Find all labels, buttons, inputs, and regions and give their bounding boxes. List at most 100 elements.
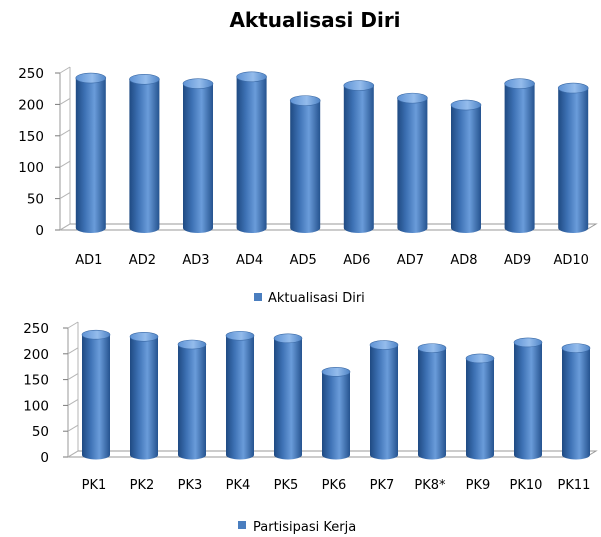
bar-cap	[369, 340, 399, 350]
x-tick-label: AD4	[236, 253, 263, 268]
chart-partisipasi-kerja: 0 50 100 150 200 250 PK1 PK2 PK3 PK4 PK5 PK6 PK7 PK8*…	[23, 321, 598, 535]
bar-cap	[465, 353, 495, 364]
bar	[273, 333, 303, 460]
bar-body	[274, 338, 302, 460]
x-tick-label: AD6	[343, 253, 370, 268]
y-tick-label: 200	[23, 347, 49, 363]
bar-body	[504, 83, 535, 233]
bar-body	[370, 345, 398, 460]
bar-body	[130, 336, 159, 460]
bar-cap	[321, 367, 351, 377]
x-tick-label: PK6	[322, 478, 347, 493]
bar-cap	[75, 72, 107, 84]
bar	[450, 99, 482, 233]
y-tick-label: 0	[35, 223, 44, 239]
x-tick-label: PK9	[466, 478, 491, 493]
y-tick-label: 50	[32, 424, 49, 440]
bar-body	[290, 100, 321, 234]
plot-area: 0 50 100 150 200 250 AD1 AD2 AD3 AD4 AD5 AD6 AD7 AD8 A…	[18, 66, 598, 268]
bar-body	[183, 83, 213, 234]
bar-body	[343, 85, 374, 234]
bar-cap	[417, 343, 447, 353]
bar-body	[558, 88, 589, 234]
legend-label: Partisipasi Kerja	[253, 520, 356, 535]
bar	[81, 329, 111, 460]
y-tick-label: 0	[40, 450, 49, 466]
chart-aktualisasi-diri: Aktualisasi Diri 0 50 100 150 200 250 AD1 AD2 AD…	[18, 8, 598, 306]
bar-cap	[513, 337, 543, 348]
legend: Partisipasi Kerja	[238, 520, 356, 535]
bar	[343, 80, 375, 234]
bar-cap	[450, 99, 482, 111]
x-tick-label: PK2	[130, 478, 155, 493]
bar	[397, 92, 428, 234]
bar	[417, 343, 447, 460]
bar-cap	[557, 82, 589, 94]
bar	[321, 367, 351, 460]
bar-cap	[343, 80, 375, 91]
y-tick-depth-line	[67, 424, 79, 432]
bar	[557, 82, 589, 234]
bar-cap	[177, 339, 207, 350]
x-tick-label: PK8*	[414, 478, 446, 493]
bar	[465, 353, 495, 460]
bar-cap	[129, 73, 160, 85]
y-tick-depth-line	[67, 347, 79, 355]
bar	[225, 330, 255, 460]
x-tick-label: AD1	[75, 253, 102, 268]
bar	[129, 73, 160, 234]
bar-body	[82, 334, 110, 460]
y-tick-depth-line	[59, 160, 71, 168]
bar-body	[75, 78, 106, 234]
bar-cap	[273, 333, 303, 344]
x-tick-label: AD8	[450, 253, 477, 268]
legend-swatch	[254, 293, 262, 301]
y-tick-depth-line	[59, 66, 71, 74]
x-tick-label: AD3	[182, 253, 209, 268]
legend: Aktualisasi Diri	[254, 291, 365, 306]
y-tick-depth-line	[67, 373, 79, 381]
bar	[75, 72, 107, 234]
y-tick-label: 100	[23, 398, 49, 414]
x-tick-label: PK7	[370, 478, 395, 493]
y-tick-depth-line	[59, 129, 71, 137]
bar-body	[451, 105, 481, 233]
x-tick-label: PK4	[226, 478, 251, 493]
bar-body	[178, 344, 206, 460]
y-tick-depth-line	[59, 97, 71, 105]
x-tick-label: PK1	[82, 478, 107, 493]
x-tick-label: PK3	[178, 478, 203, 493]
legend-swatch	[238, 521, 246, 529]
bar-body	[397, 98, 428, 234]
bar-cap	[225, 330, 255, 341]
y-tick-label: 150	[23, 373, 49, 389]
bar-body	[418, 348, 446, 460]
bar-body	[562, 348, 590, 460]
chart-title: Aktualisasi Diri	[229, 8, 400, 32]
bar	[182, 78, 214, 234]
bar-body	[322, 371, 350, 460]
bar-body	[226, 335, 254, 460]
y-tick-label: 250	[18, 66, 44, 82]
y-tick-label: 200	[18, 97, 44, 113]
bar	[129, 331, 159, 460]
y-tick-depth-line	[59, 223, 71, 231]
x-tick-label: AD9	[504, 253, 531, 268]
y-tick-depth-line	[67, 450, 79, 458]
plot-area: 0 50 100 150 200 250 PK1 PK2 PK3 PK4 PK5 PK6 PK7 PK8*…	[23, 321, 598, 493]
y-tick-label: 50	[27, 192, 44, 208]
x-tick-label: PK11	[558, 478, 591, 493]
bar-body	[129, 79, 160, 234]
bar	[289, 95, 321, 234]
bar	[561, 343, 591, 460]
bar-body	[236, 76, 267, 234]
x-tick-label: PK5	[274, 478, 299, 493]
y-tick-depth-line	[67, 321, 79, 329]
y-tick-label: 150	[18, 129, 44, 145]
bar	[177, 339, 207, 460]
y-tick-label: 250	[23, 321, 49, 337]
bar-body	[514, 342, 542, 460]
bar	[504, 78, 535, 233]
y-tick-depth-line	[67, 398, 79, 406]
